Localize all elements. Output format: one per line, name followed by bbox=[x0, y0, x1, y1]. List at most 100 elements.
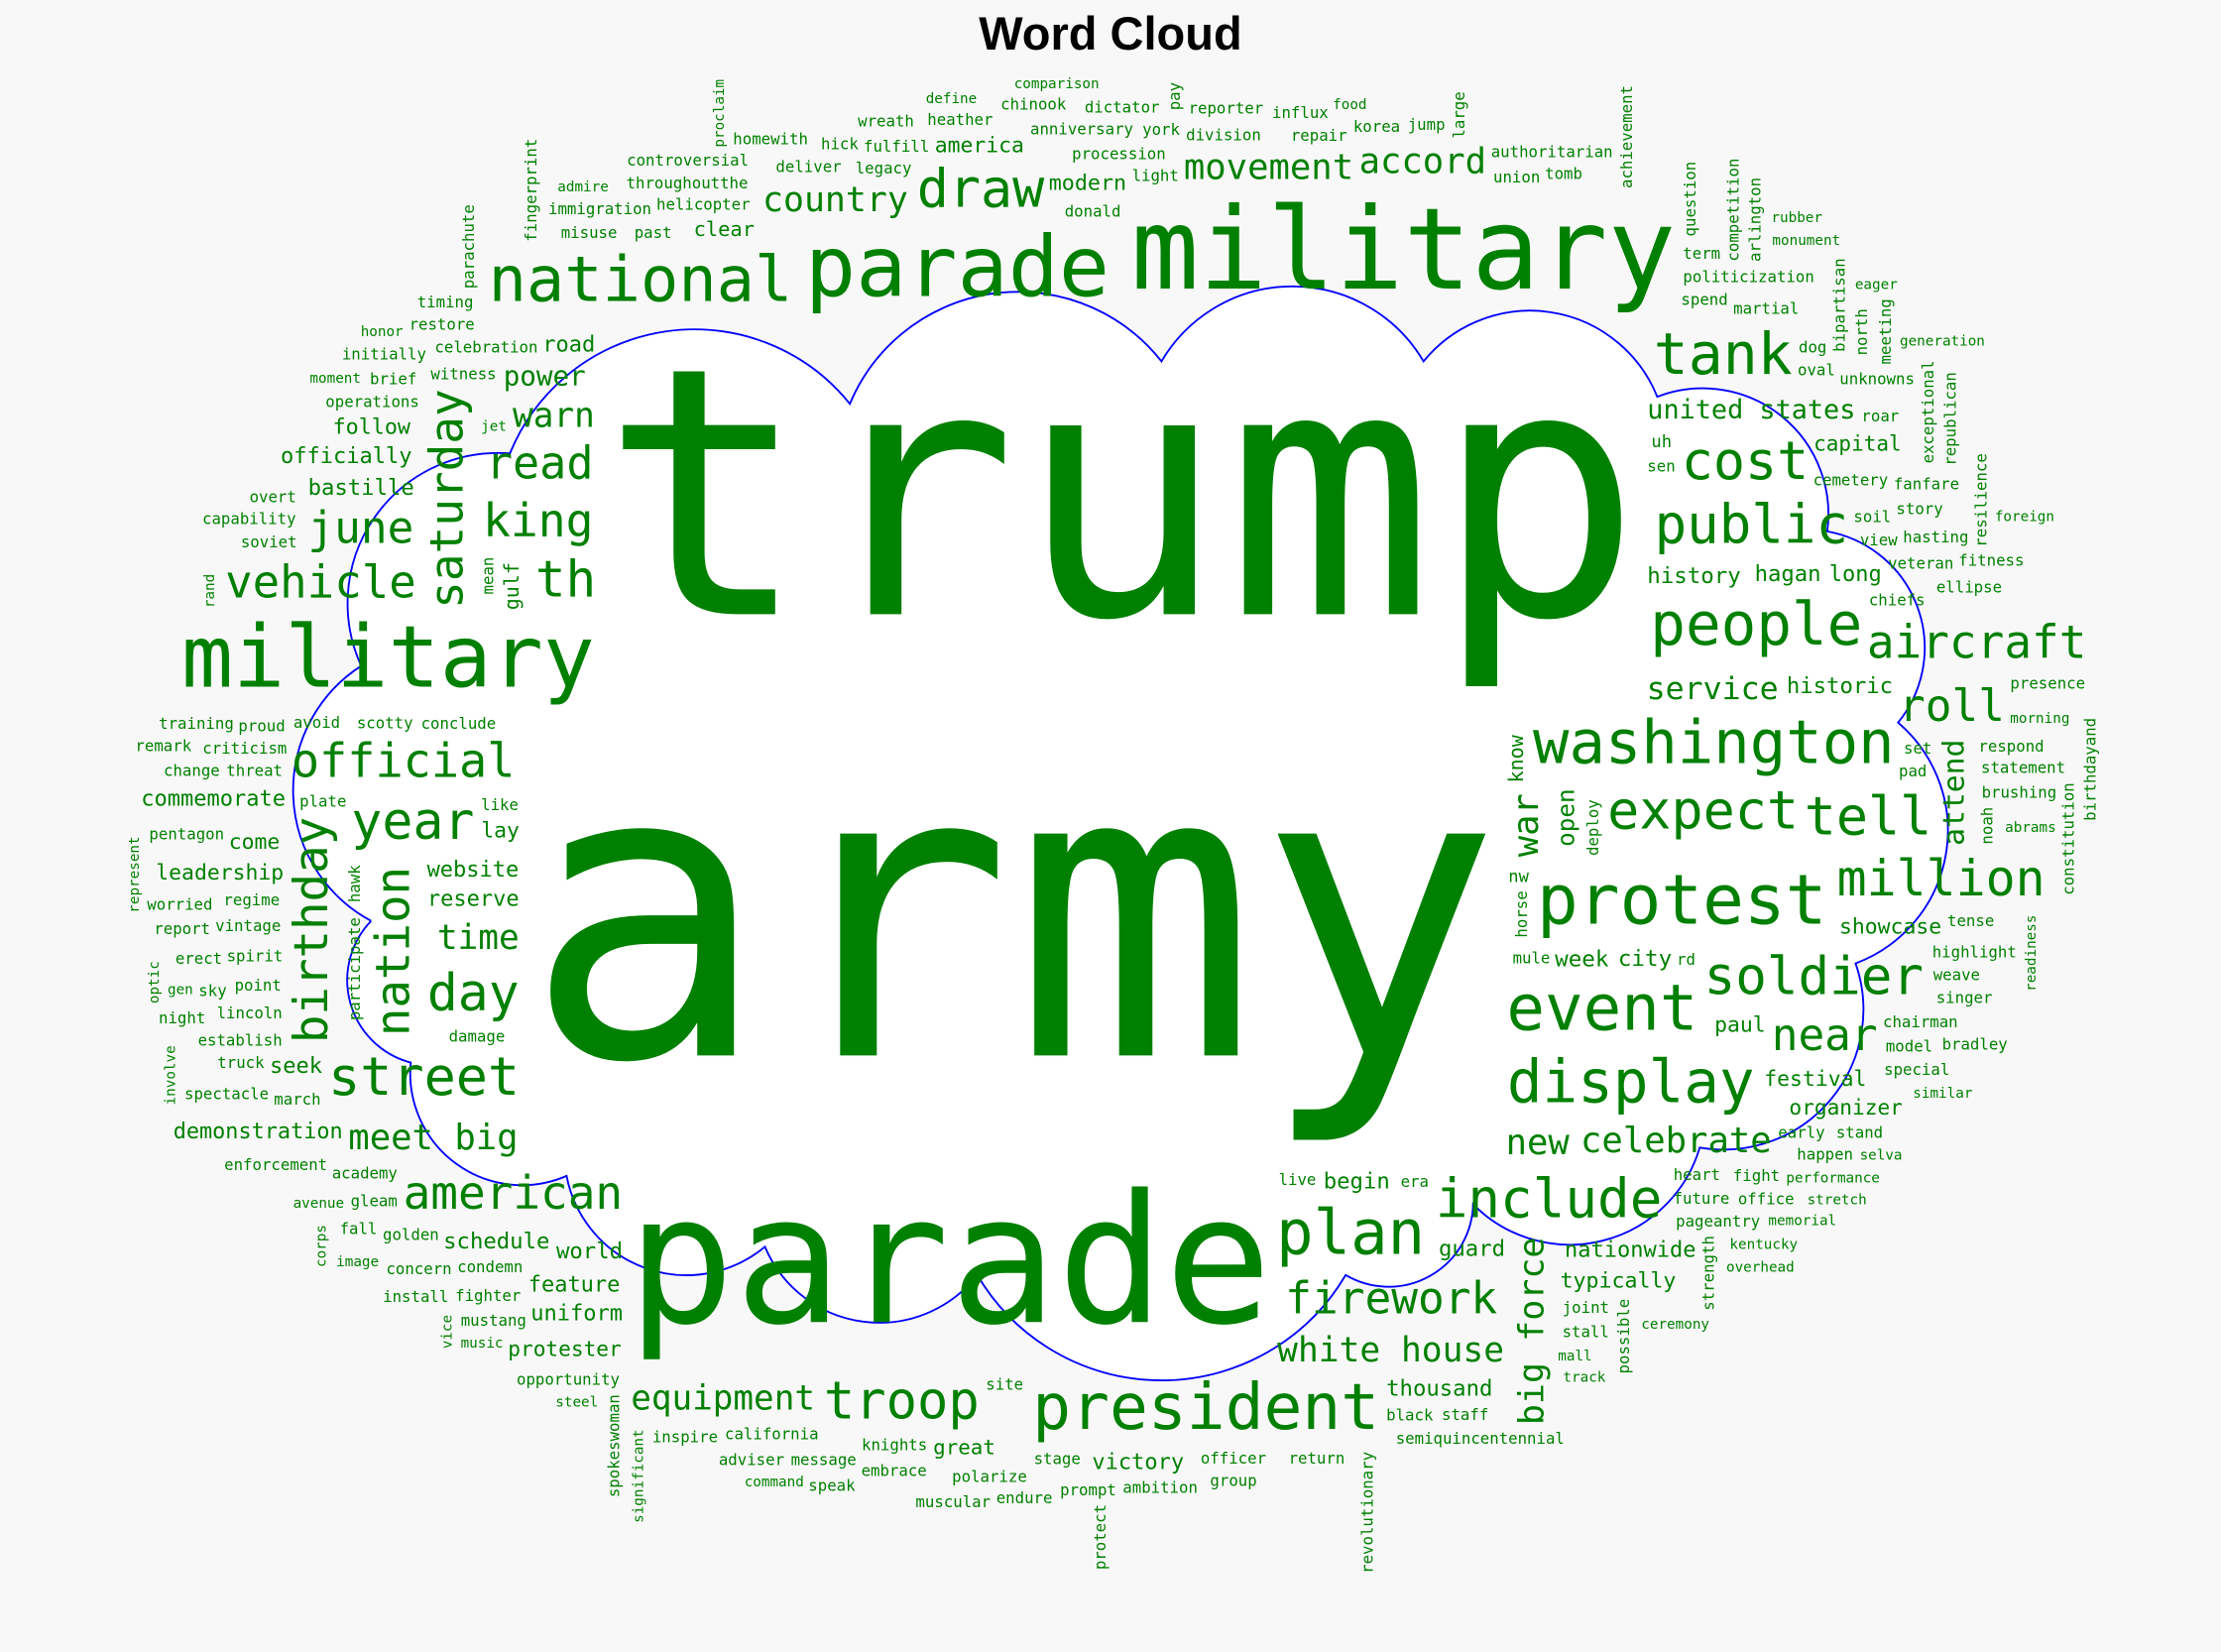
word-term: term bbox=[1683, 244, 1720, 263]
word-wreath: wreath bbox=[858, 112, 914, 131]
word-hawk: hawk bbox=[345, 865, 364, 902]
word-king: king bbox=[483, 494, 593, 547]
word-unknowns: unknowns bbox=[1839, 369, 1915, 388]
word-leadership: leadership bbox=[156, 861, 284, 885]
word-generation: generation bbox=[1900, 333, 1985, 349]
word-year: year bbox=[351, 792, 474, 852]
word-fighter: fighter bbox=[455, 1286, 521, 1305]
word-official: official bbox=[292, 735, 516, 788]
word-bradley: bradley bbox=[1942, 1034, 2008, 1053]
word-modern: modern bbox=[1049, 171, 1126, 195]
word-mustang: mustang bbox=[461, 1311, 526, 1330]
word-saturday: saturday bbox=[420, 389, 474, 609]
word-respond: respond bbox=[1978, 737, 2044, 756]
word-movement: movement bbox=[1184, 147, 1353, 187]
word-hasting: hasting bbox=[1903, 528, 1968, 546]
word-live: live bbox=[1279, 1170, 1317, 1189]
word-service: service bbox=[1647, 671, 1779, 707]
word-bipartisan: bipartisan bbox=[1830, 258, 1849, 352]
word-historic: historic bbox=[1787, 673, 1893, 699]
word-operations: operations bbox=[325, 392, 419, 411]
word-timing: timing bbox=[417, 293, 474, 311]
word-chiefs: chiefs bbox=[1869, 591, 1926, 610]
word-attend: attend bbox=[1937, 740, 1972, 846]
word-rubber: rubber bbox=[1771, 210, 1822, 226]
word-track: track bbox=[1563, 1369, 1605, 1385]
word-ellipse: ellipse bbox=[1936, 578, 2002, 597]
word-rd: rd bbox=[1677, 950, 1695, 969]
word-stall: stall bbox=[1563, 1322, 1609, 1341]
word-united-states: united states bbox=[1647, 395, 1855, 425]
word-nw: nw bbox=[1508, 867, 1529, 886]
word-begin: begin bbox=[1324, 1169, 1390, 1195]
word-soviet: soviet bbox=[241, 532, 297, 551]
word-plan: plan bbox=[1276, 1196, 1425, 1268]
word-heart: heart bbox=[1674, 1165, 1720, 1184]
word-optic: optic bbox=[147, 961, 163, 1003]
word-model: model bbox=[1886, 1037, 1932, 1056]
word-nation: nation bbox=[367, 867, 421, 1036]
word-division: division bbox=[1186, 126, 1261, 145]
word-nationwide: nationwide bbox=[1565, 1239, 1695, 1263]
word-question: question bbox=[1681, 162, 1699, 237]
word-fight: fight bbox=[1733, 1166, 1780, 1185]
word-day: day bbox=[427, 964, 520, 1023]
word-history: history bbox=[1647, 563, 1740, 589]
word-display: display bbox=[1507, 1048, 1755, 1117]
word-gleam: gleam bbox=[351, 1192, 398, 1211]
word-like: like bbox=[481, 795, 519, 814]
word-lincoln: lincoln bbox=[217, 1003, 283, 1022]
word-arlington: arlington bbox=[1746, 177, 1765, 262]
word-moment: moment bbox=[309, 371, 361, 387]
word-long: long bbox=[1829, 562, 1882, 587]
word-open: open bbox=[1551, 788, 1579, 846]
word-korea: korea bbox=[1353, 117, 1400, 136]
word-reporter: reporter bbox=[1189, 99, 1264, 118]
word-accord: accord bbox=[1359, 142, 1486, 182]
cloud-outline bbox=[292, 285, 1949, 1381]
word-exceptional: exceptional bbox=[1919, 360, 1937, 463]
word-roar: roar bbox=[1861, 407, 1899, 425]
word-represent: represent bbox=[127, 836, 143, 912]
word-night: night bbox=[159, 1008, 205, 1027]
word-fanfare: fanfare bbox=[1894, 474, 1959, 493]
word-regime: regime bbox=[223, 890, 280, 909]
word-possible: possible bbox=[1614, 1299, 1633, 1374]
word-memorial: memorial bbox=[1768, 1214, 1836, 1230]
word-joint: joint bbox=[1563, 1298, 1609, 1317]
word-knights: knights bbox=[862, 1436, 927, 1455]
word-mule: mule bbox=[1513, 949, 1551, 968]
word-june: june bbox=[307, 503, 413, 553]
word-uh: uh bbox=[1651, 432, 1672, 452]
word-heather: heather bbox=[927, 110, 993, 129]
word-procession: procession bbox=[1072, 144, 1166, 163]
word-remark: remark bbox=[135, 736, 191, 755]
word-staff: staff bbox=[1442, 1405, 1488, 1424]
word-significant: significant bbox=[632, 1429, 647, 1522]
word-point: point bbox=[235, 976, 282, 995]
word-muscular: muscular bbox=[915, 1492, 991, 1511]
word-seek: seek bbox=[270, 1054, 322, 1079]
word-lay: lay bbox=[481, 819, 520, 844]
word-read: read bbox=[486, 436, 594, 489]
word-expect: expect bbox=[1607, 779, 1799, 842]
word-revolutionary: revolutionary bbox=[1357, 1452, 1376, 1574]
word-time: time bbox=[437, 918, 520, 958]
word-schedule: schedule bbox=[443, 1229, 549, 1254]
word-troop: troop bbox=[824, 1371, 980, 1431]
word-speak: speak bbox=[808, 1476, 856, 1495]
word-eager: eager bbox=[1855, 277, 1898, 293]
word-performance: performance bbox=[1786, 1170, 1879, 1186]
word-story: story bbox=[1896, 499, 1942, 518]
word-feature: feature bbox=[528, 1273, 621, 1298]
word-view: view bbox=[1860, 531, 1898, 549]
word-academy: academy bbox=[332, 1164, 398, 1183]
word-site: site bbox=[986, 1375, 1023, 1394]
word-presence: presence bbox=[2010, 673, 2085, 692]
word-american: american bbox=[404, 1166, 624, 1220]
word-brushing: brushing bbox=[1982, 783, 2057, 802]
word-event: event bbox=[1506, 972, 1697, 1046]
word-equipment: equipment bbox=[631, 1378, 815, 1418]
word-command: command bbox=[745, 1475, 804, 1490]
